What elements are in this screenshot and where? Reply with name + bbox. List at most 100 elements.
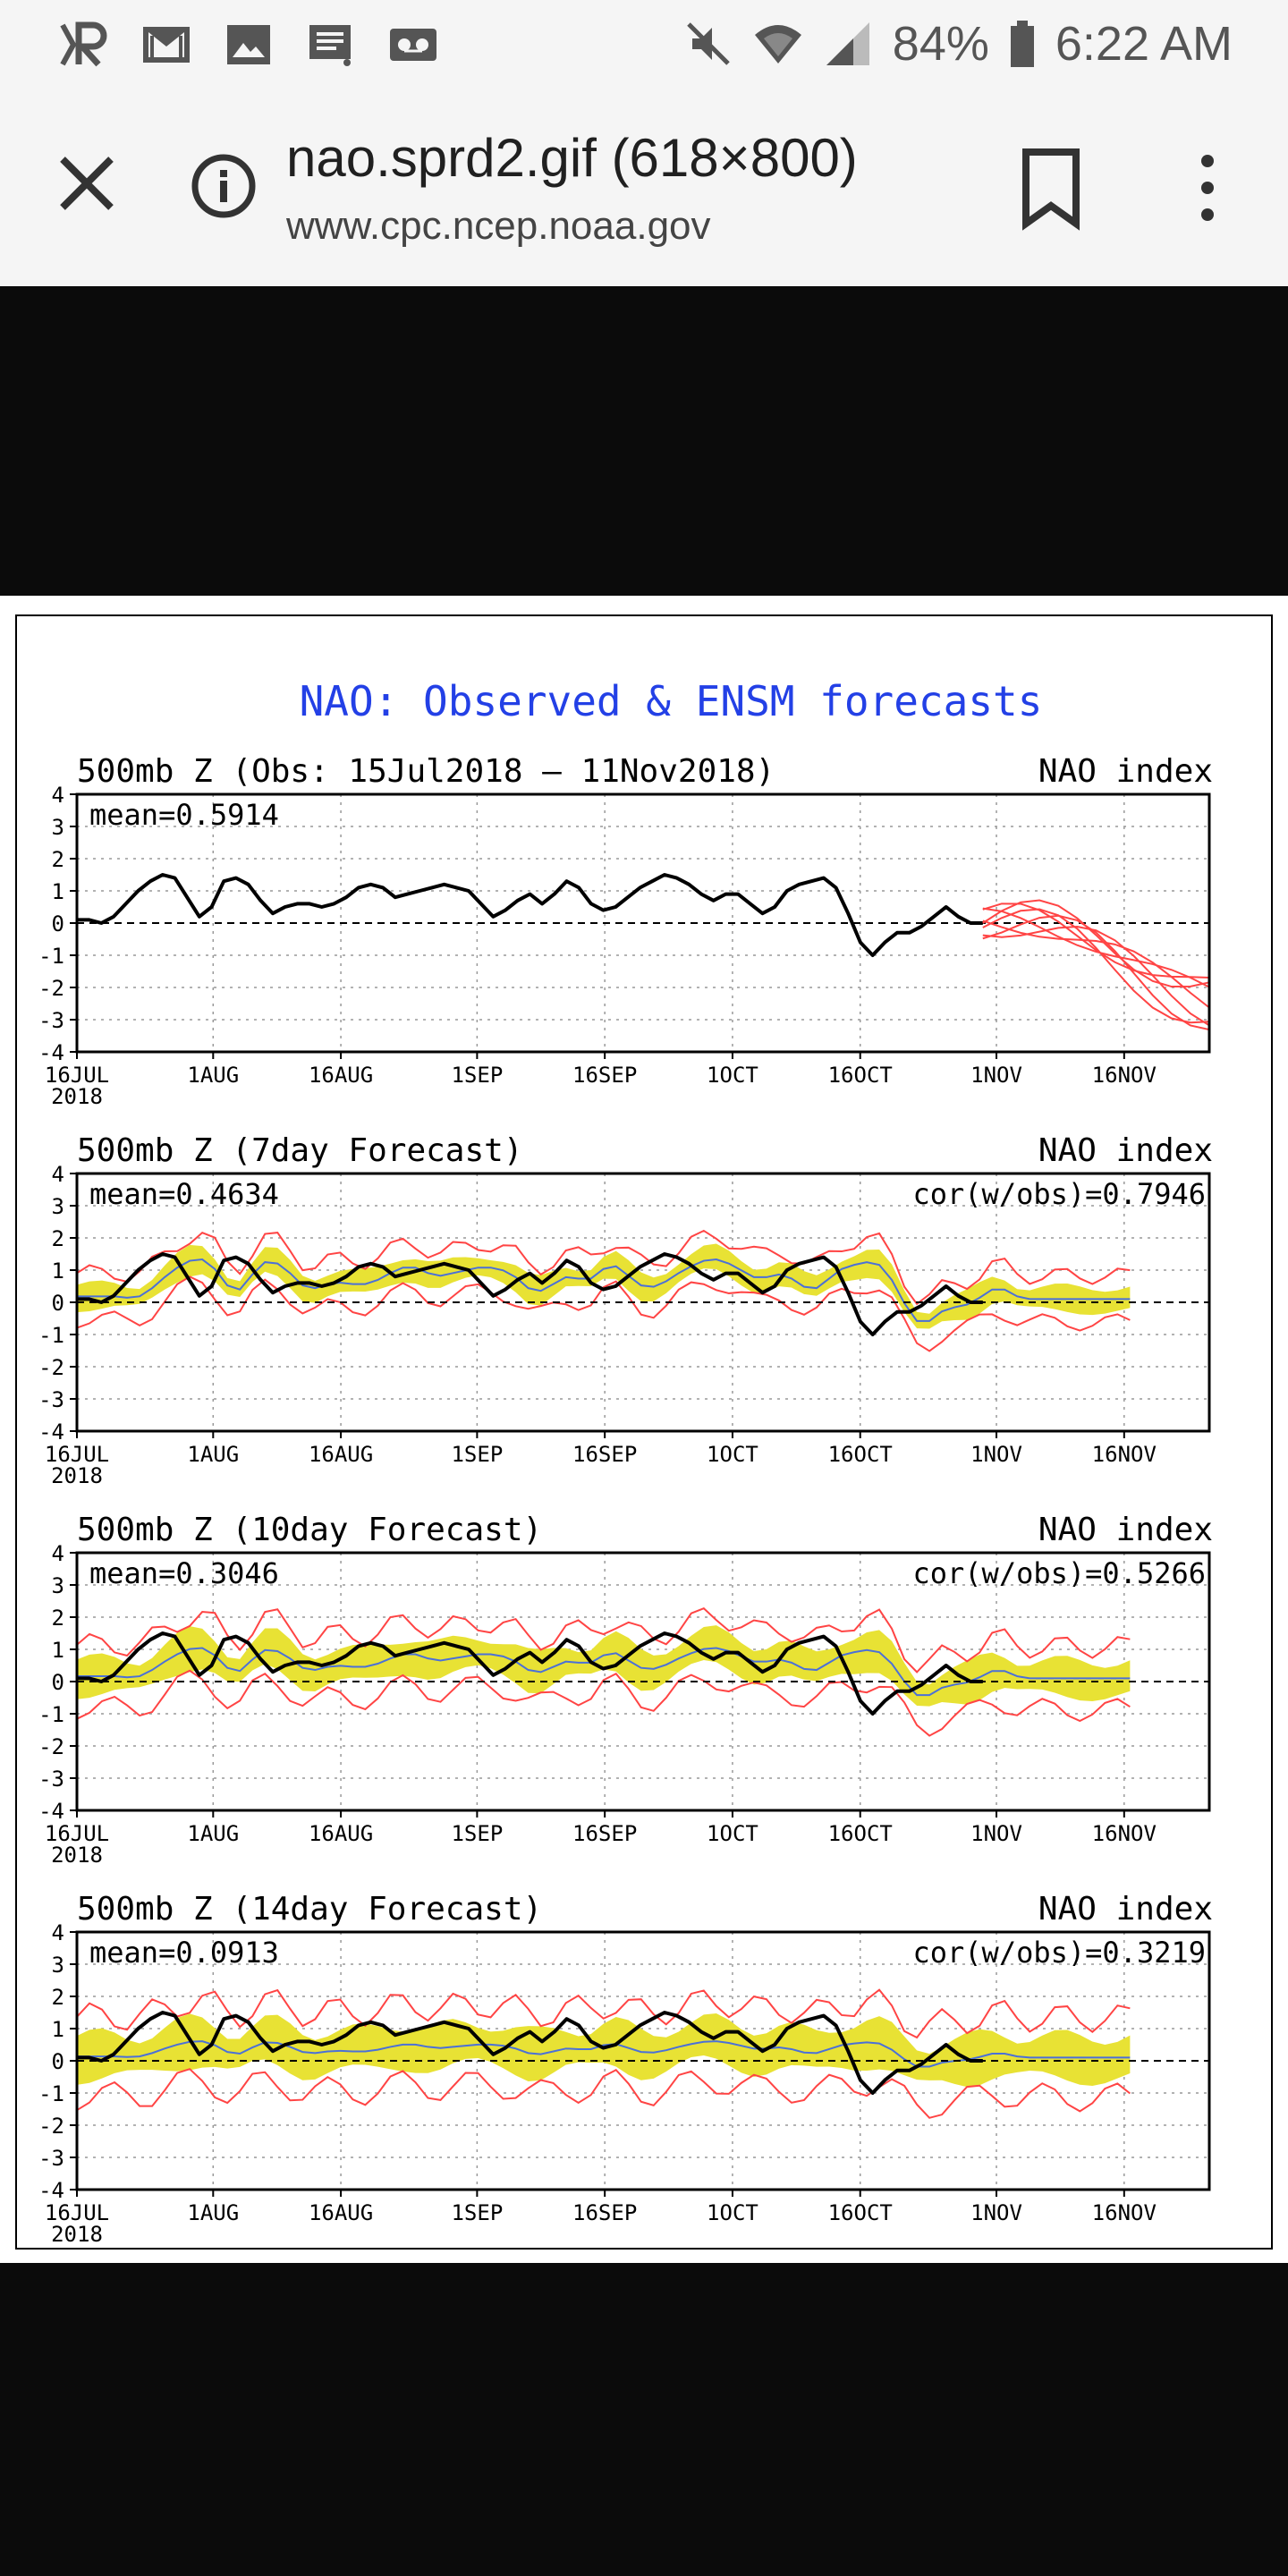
- y-tick-label: -3: [38, 1387, 64, 1412]
- y-tick-label: 4: [52, 1162, 64, 1187]
- y-tick-label: -1: [38, 1702, 64, 1727]
- y-tick-label: -3: [38, 2146, 64, 2171]
- x-tick-label: 1SEP: [451, 2200, 503, 2225]
- y-tick-label: 3: [52, 1194, 64, 1219]
- observed-line: [77, 1252, 983, 1336]
- system-indicators: 84% 6:22 AM: [683, 16, 1233, 72]
- signal-icon: [826, 22, 869, 65]
- x-tick-label: 1AUG: [187, 1063, 239, 1088]
- outer-upper-line: [76, 1988, 1131, 2039]
- x-tick-label: 16JUL: [45, 1063, 109, 1088]
- spread-band: [77, 1243, 1131, 1329]
- y-tick-label: -3: [38, 1767, 64, 1792]
- y-tick-label: 0: [52, 1291, 64, 1316]
- image-icon: [227, 25, 270, 64]
- y-tick-label: -4: [38, 1040, 64, 1065]
- battery-icon: [1010, 21, 1034, 67]
- x-tick-label: 16AUG: [309, 1063, 373, 1088]
- x-tick-label: 1SEP: [451, 1063, 503, 1088]
- chart-panel-2: 500mb Z (7day Forecast) NAO index 4 3 2 1 0 -1 -…: [38, 1132, 1213, 1488]
- y-tick-label: -3: [38, 1008, 64, 1033]
- battery-percent: 84%: [892, 17, 989, 71]
- ensemble-mean-line: [77, 1647, 1131, 1697]
- x-tick-label: 1OCT: [707, 2200, 758, 2225]
- spread-band: [77, 2012, 1131, 2088]
- forecast-member-line: [982, 926, 1210, 1027]
- x-tick-label: 1OCT: [707, 1442, 758, 1467]
- custom-tab-toolbar: nao.sprd2.gif (618×800) www.cpc.ncep.noa…: [0, 89, 1288, 286]
- outer-upper-line: [76, 1229, 1131, 1306]
- x-tick-label: 1AUG: [187, 2200, 239, 2225]
- outer-lower-line: [76, 1275, 1131, 1352]
- message-icon: [309, 25, 351, 66]
- close-button[interactable]: [47, 143, 127, 224]
- x-tick-label: 16AUG: [309, 2200, 373, 2225]
- x-tick-label: 1OCT: [707, 1821, 758, 1846]
- status-bar: 84% 6:22 AM: [0, 0, 1288, 89]
- bookmark-button[interactable]: [1015, 145, 1087, 231]
- x-tick-label: 1NOV: [970, 2200, 1022, 2225]
- r-logo-icon: [60, 21, 107, 67]
- x-tick-label: 16JUL: [45, 1442, 109, 1467]
- y-tick-label: -4: [38, 2178, 64, 2203]
- y-tick-label: 2: [52, 1226, 64, 1251]
- chart-panel-1: 500mb Z (Obs: 15Jul2018 – 11Nov2018) NAO …: [38, 753, 1213, 1109]
- y-tick-label: 2: [52, 847, 64, 872]
- outer-upper-line: [76, 1607, 1131, 1674]
- y-tick-label: 1: [52, 879, 64, 904]
- panel-right-label: NAO index: [1038, 753, 1213, 790]
- chart-panel-3: 500mb Z (10day Forecast) NAO index 4 3 2 1 0 -1…: [38, 1512, 1213, 1868]
- x-year-label: 2018: [51, 1843, 103, 1868]
- x-tick-label: 1NOV: [970, 1063, 1022, 1088]
- x-tick-label: 1AUG: [187, 1442, 239, 1467]
- x-tick-label: 16OCT: [828, 2200, 893, 2225]
- info-icon[interactable]: [188, 150, 259, 222]
- wifi-icon: [754, 25, 801, 64]
- chart-panel-4: 500mb Z (14day Forecast) NAO index 4 3 2 1 0 -1…: [38, 1891, 1213, 2247]
- more-menu-button[interactable]: [1181, 143, 1234, 233]
- mute-icon: [687, 22, 730, 65]
- forecast-member-line: [982, 899, 1210, 988]
- y-tick-label: -2: [38, 1734, 64, 1759]
- y-tick-label: 4: [52, 1541, 64, 1566]
- mean-label: mean=0.4634: [89, 1177, 279, 1211]
- y-tick-label: 1: [52, 1638, 64, 1663]
- forecast-member-line: [982, 908, 1210, 1024]
- x-tick-label: 16JUL: [45, 2200, 109, 2225]
- y-tick-label: 2: [52, 1985, 64, 2010]
- forecast-member-line: [982, 919, 1210, 1009]
- x-tick-label: 16SEP: [572, 1821, 637, 1846]
- nao-forecast-figure: NAO: Observed & ENSM forecasts 500mb Z (…: [15, 614, 1273, 2250]
- y-tick-label: 1: [52, 2017, 64, 2042]
- observed-line: [77, 873, 983, 957]
- spread-band: [77, 1625, 1131, 1707]
- panel-subtitle: 500mb Z (7day Forecast): [77, 1132, 523, 1169]
- forecast-member-line: [982, 907, 1210, 988]
- x-tick-label: 1NOV: [970, 1442, 1022, 1467]
- x-year-label: 2018: [51, 2222, 103, 2247]
- panel-subtitle: 500mb Z (14day Forecast): [77, 1891, 542, 1928]
- y-tick-label: -4: [38, 1799, 64, 1824]
- mean-label: mean=0.0913: [89, 1936, 279, 1970]
- x-tick-label: 16SEP: [572, 1442, 637, 1467]
- x-tick-label: 16NOV: [1092, 1821, 1157, 1846]
- x-tick-label: 16SEP: [572, 1063, 637, 1088]
- x-tick-label: 16OCT: [828, 1821, 893, 1846]
- figure-title: NAO: Observed & ENSM forecasts: [300, 677, 1043, 725]
- voicemail-icon: [390, 29, 436, 61]
- x-tick-label: 16AUG: [309, 1821, 373, 1846]
- y-tick-label: 1: [52, 1258, 64, 1284]
- y-tick-label: 4: [52, 783, 64, 808]
- panel-right-label: NAO index: [1038, 1891, 1213, 1928]
- y-tick-label: -1: [38, 2081, 64, 2106]
- y-tick-label: 0: [52, 1670, 64, 1695]
- y-tick-label: -1: [38, 1323, 64, 1348]
- y-tick-label: 0: [52, 2049, 64, 2074]
- x-tick-label: 1OCT: [707, 1063, 758, 1088]
- x-tick-label: 1AUG: [187, 1821, 239, 1846]
- y-tick-label: 3: [52, 815, 64, 840]
- outer-lower-line: [76, 2068, 1131, 2119]
- page-title: nao.sprd2.gif (618×800): [286, 128, 858, 188]
- y-tick-label: -4: [38, 1419, 64, 1445]
- x-tick-label: 16NOV: [1092, 1442, 1157, 1467]
